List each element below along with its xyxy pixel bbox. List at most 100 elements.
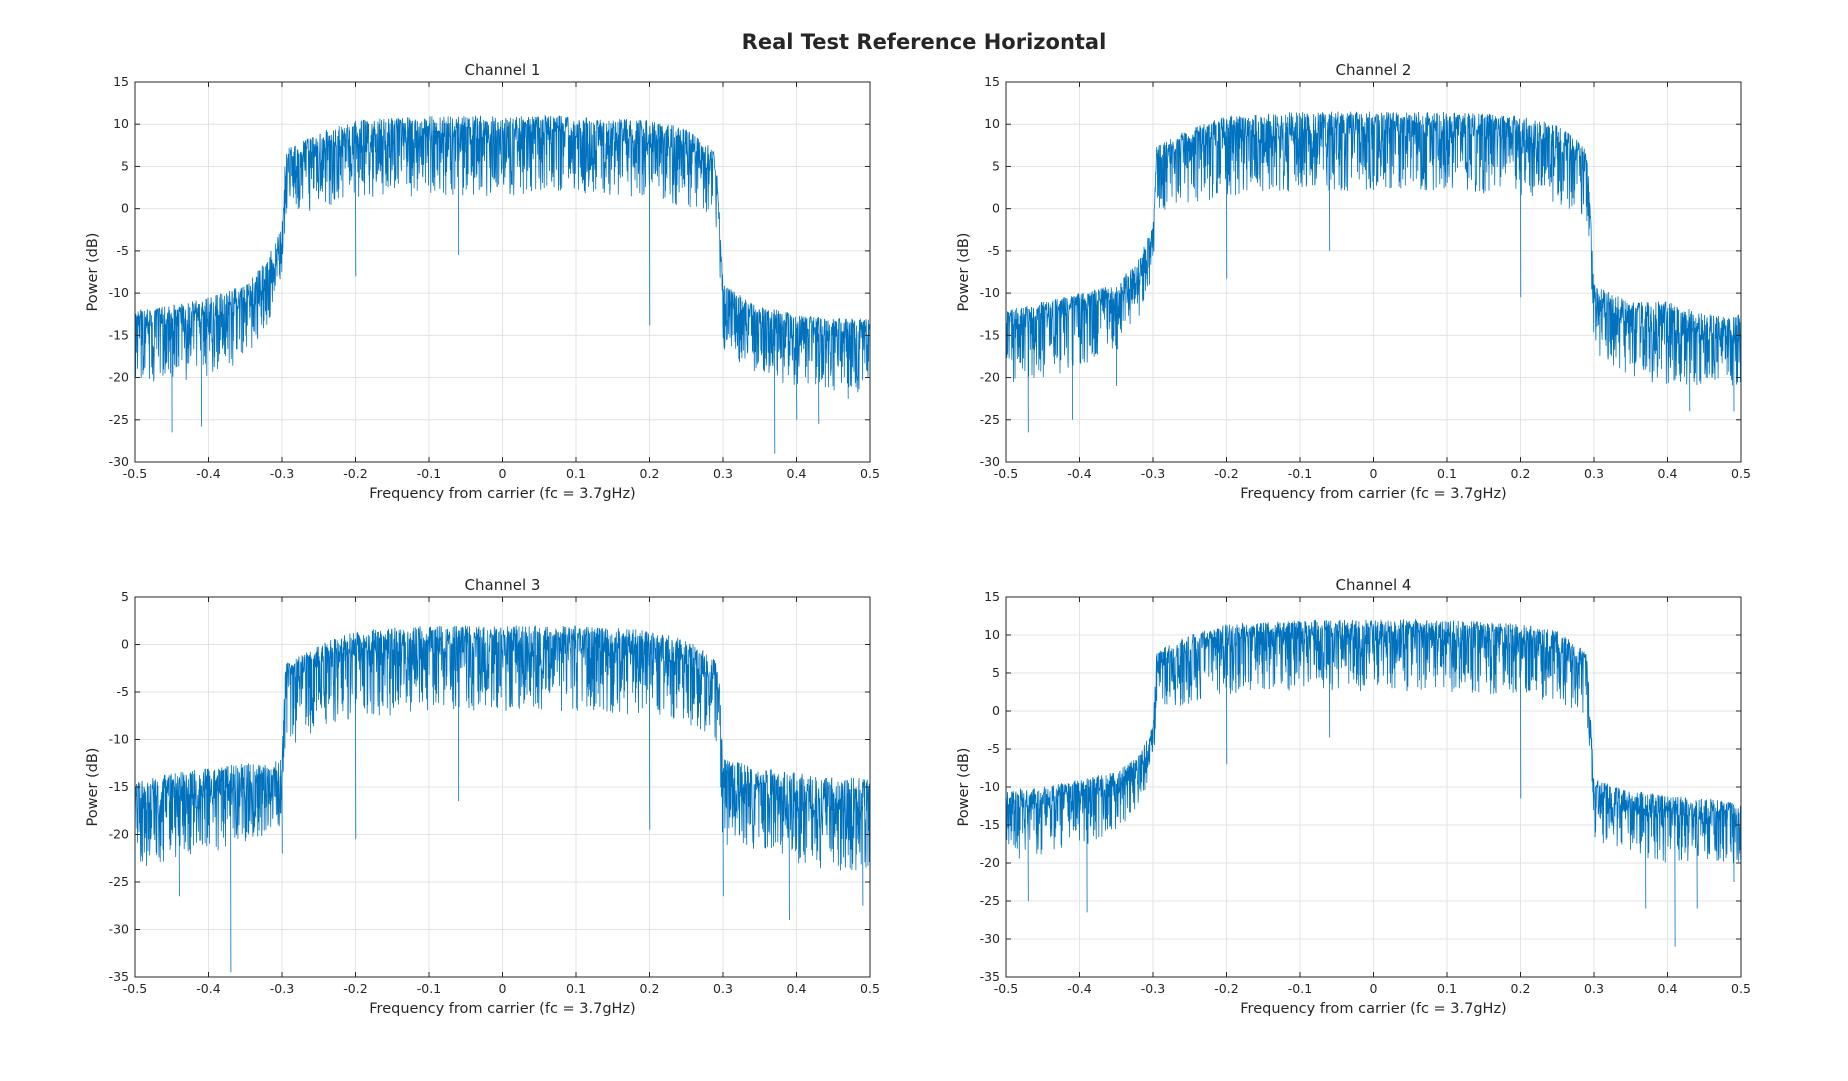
x-tick-label: 0.1 [566,981,586,996]
y-tick-label: -35 [980,969,1000,984]
x-tick-label: -0.3 [270,981,294,996]
y-tick-label: -30 [109,922,129,937]
x-tick-label: -0.4 [1067,981,1091,996]
x-tick-label: 0 [1370,981,1378,996]
x-tick-label: 0.5 [860,466,880,481]
x-axis-label: Frequency from carrier (fc = 3.7gHz) [369,1001,635,1017]
y-tick-label: -20 [109,827,129,842]
x-axis-label: Frequency from carrier (fc = 3.7gHz) [1240,1001,1506,1017]
x-tick-label: 0.3 [713,466,733,481]
y-tick-label: 5 [992,158,1000,173]
x-tick-label: 0.4 [787,981,807,996]
x-tick-label: -0.2 [1214,466,1238,481]
y-tick-label: -5 [988,741,1000,756]
y-tick-label: 10 [113,116,129,131]
y-tick-label: -10 [980,285,1000,300]
series-line [135,624,870,973]
series-line [1006,111,1741,433]
y-tick-label: -5 [988,243,1000,258]
y-tick-label: -30 [109,454,129,469]
y-tick-label: -30 [980,454,1000,469]
x-tick-label: 0.3 [1584,466,1604,481]
y-tick-label: 10 [984,116,1000,131]
x-tick-label: 0.1 [1437,981,1457,996]
y-tick-label: 0 [992,703,1000,718]
x-tick-label: -0.4 [196,981,220,996]
x-tick-label: -0.4 [196,466,220,481]
subplot-title: Channel 3 [465,576,541,594]
y-axis-label: Power (dB) [956,748,972,827]
y-tick-label: -25 [109,412,129,427]
y-tick-label: -25 [109,874,129,889]
y-tick-label: 5 [121,589,129,604]
x-tick-label: -0.1 [1288,981,1312,996]
y-tick-label: 0 [992,201,1000,216]
x-tick-label: 0 [1370,466,1378,481]
subplot-channel-4: -0.5 -0.4 -0.3 -0.2 -0.1 0 0.1 0.2 0.3 0.4 0.5 -35 -… [956,576,1751,1017]
y-tick-label: 5 [992,665,1000,680]
x-tick-label: -0.5 [994,981,1018,996]
y-tick-label: -15 [109,327,129,342]
y-tick-label: -10 [109,732,129,747]
x-tick-label: -0.1 [1288,466,1312,481]
y-tick-label: -25 [980,893,1000,908]
x-tick-label: 0.2 [1511,981,1531,996]
y-tick-label: 10 [984,627,1000,642]
y-tick-label: -5 [117,243,129,258]
x-tick-label: -0.1 [417,466,441,481]
y-tick-label: 15 [113,74,129,89]
x-tick-label: 0.5 [1731,981,1751,996]
x-tick-label: 0 [499,981,507,996]
y-tick-label: 15 [984,74,1000,89]
y-tick-label: -20 [109,370,129,385]
y-axis-label: Power (dB) [85,748,101,827]
x-axis-label: Frequency from carrier (fc = 3.7gHz) [1240,486,1506,502]
x-tick-label: -0.2 [1214,981,1238,996]
series-line [135,114,870,454]
y-tick-label: -15 [109,779,129,794]
figure-title: Real Test Reference Horizontal [742,30,1107,54]
y-tick-label: -15 [980,817,1000,832]
subplot-channel-3: -0.5 -0.4 -0.3 -0.2 -0.1 0 0.1 0.2 0.3 0.4 0.5 -35 -… [85,576,880,1017]
x-tick-label: 0.4 [787,466,807,481]
y-tick-label: -20 [980,370,1000,385]
x-tick-label: -0.3 [270,466,294,481]
series-line [1006,618,1741,947]
y-tick-label: -15 [980,327,1000,342]
x-tick-label: 0.5 [860,981,880,996]
y-tick-label: -25 [980,412,1000,427]
y-tick-label: -10 [109,285,129,300]
y-tick-label: 0 [121,637,129,652]
y-tick-label: -35 [109,969,129,984]
subplot-title: Channel 1 [465,61,541,79]
x-tick-label: 0.3 [713,981,733,996]
x-tick-label: 0 [499,466,507,481]
y-tick-label: -5 [117,684,129,699]
y-tick-label: -30 [980,931,1000,946]
x-tick-label: 0.1 [566,466,586,481]
y-tick-label: 0 [121,201,129,216]
y-tick-label: 15 [984,589,1000,604]
y-tick-label: -20 [980,855,1000,870]
x-tick-label: -0.5 [123,981,147,996]
x-axis-label: Frequency from carrier (fc = 3.7gHz) [369,486,635,502]
subplot-channel-2: -0.5 -0.4 -0.3 -0.2 -0.1 0 0.1 0.2 0.3 0.4 0.5 -30 -… [956,61,1751,502]
x-tick-label: -0.5 [123,466,147,481]
x-tick-label: -0.3 [1141,466,1165,481]
x-tick-label: 0.3 [1584,981,1604,996]
x-tick-label: 0.2 [640,466,660,481]
subplot-title: Channel 2 [1336,61,1412,79]
x-tick-label: 0.1 [1437,466,1457,481]
x-tick-label: 0.4 [1658,981,1678,996]
x-tick-label: 0.2 [640,981,660,996]
x-tick-label: 0.2 [1511,466,1531,481]
x-tick-label: -0.4 [1067,466,1091,481]
subplot-grid: -0.5 -0.4 -0.3 -0.2 -0.1 0 0.1 0.2 0.3 0.4 0.5-30-… [85,61,1751,1017]
x-tick-label: -0.5 [994,466,1018,481]
x-tick-label: -0.2 [343,981,367,996]
y-axis-label: Power (dB) [956,233,972,312]
x-tick-label: -0.3 [1141,981,1165,996]
subplot-title: Channel 4 [1336,576,1412,594]
x-tick-label: 0.4 [1658,466,1678,481]
